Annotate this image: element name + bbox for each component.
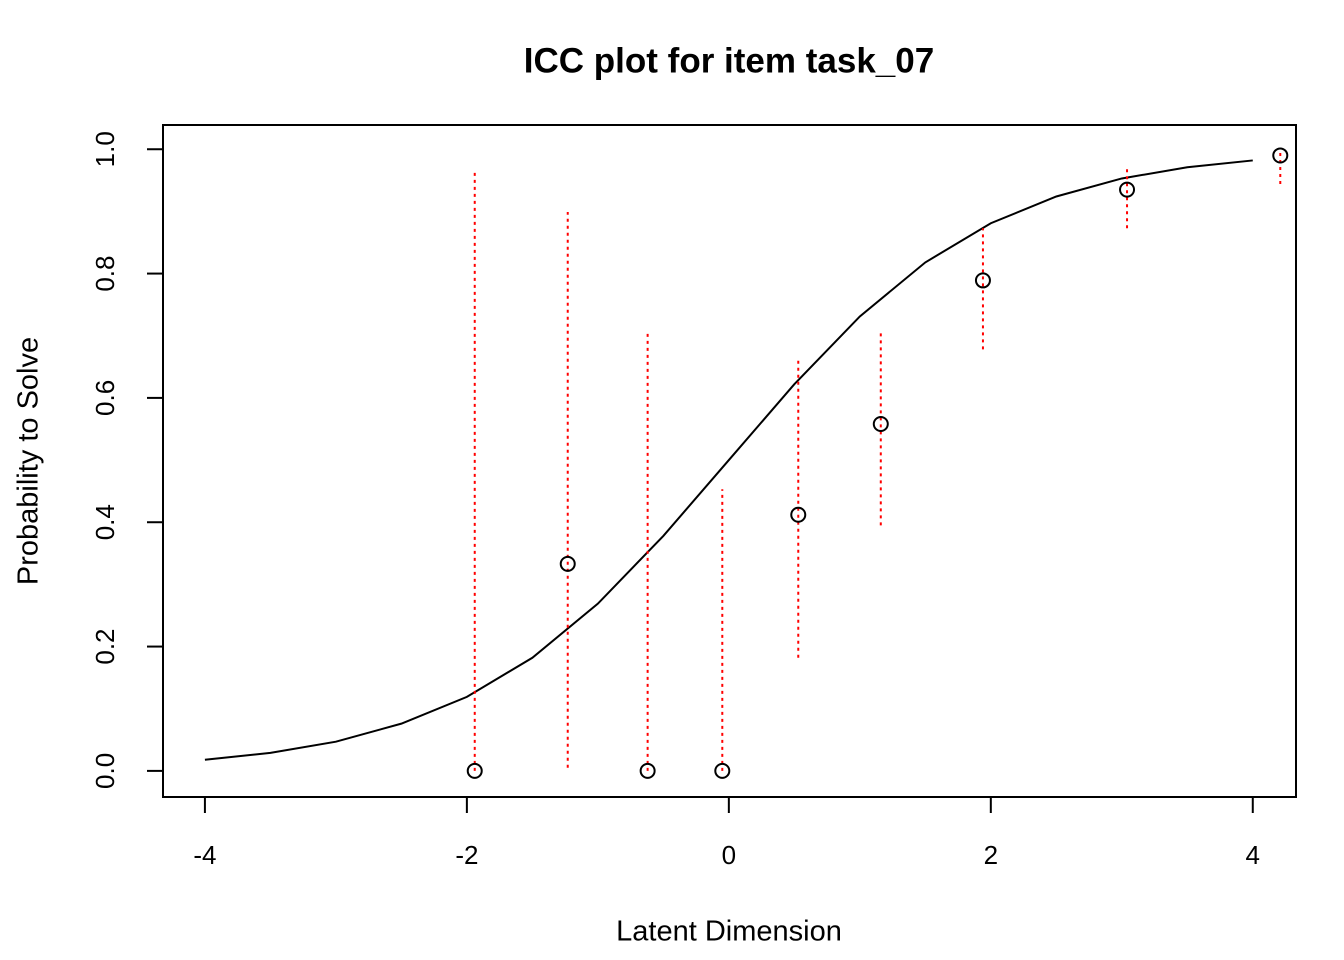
point xyxy=(714,762,731,779)
point xyxy=(1119,181,1136,198)
point xyxy=(1272,147,1289,164)
y-tick-label: 0.6 xyxy=(90,380,120,416)
point xyxy=(466,762,483,779)
x-tick-label: 2 xyxy=(984,840,998,870)
y-tick-label: 0.4 xyxy=(90,504,120,540)
y-tick-label: 0.8 xyxy=(90,255,120,291)
point xyxy=(872,416,889,433)
y-axis-label: Probability to Solve xyxy=(13,337,45,585)
chart-title: ICC plot for item task_07 xyxy=(524,41,934,80)
x-axis-label: Latent Dimension xyxy=(616,916,842,948)
x-tick-label: -2 xyxy=(455,840,478,870)
point xyxy=(974,272,991,289)
x-tick-label: -4 xyxy=(193,840,216,870)
y-tick-label: 0.0 xyxy=(90,753,120,789)
y-tick-label: 1.0 xyxy=(90,131,120,167)
x-tick-label: 0 xyxy=(722,840,736,870)
point xyxy=(790,506,807,523)
point xyxy=(639,762,656,779)
x-tick-label: 4 xyxy=(1246,840,1260,870)
y-tick-label: 0.2 xyxy=(90,628,120,664)
point xyxy=(559,555,576,572)
icc-curve xyxy=(204,159,1253,761)
